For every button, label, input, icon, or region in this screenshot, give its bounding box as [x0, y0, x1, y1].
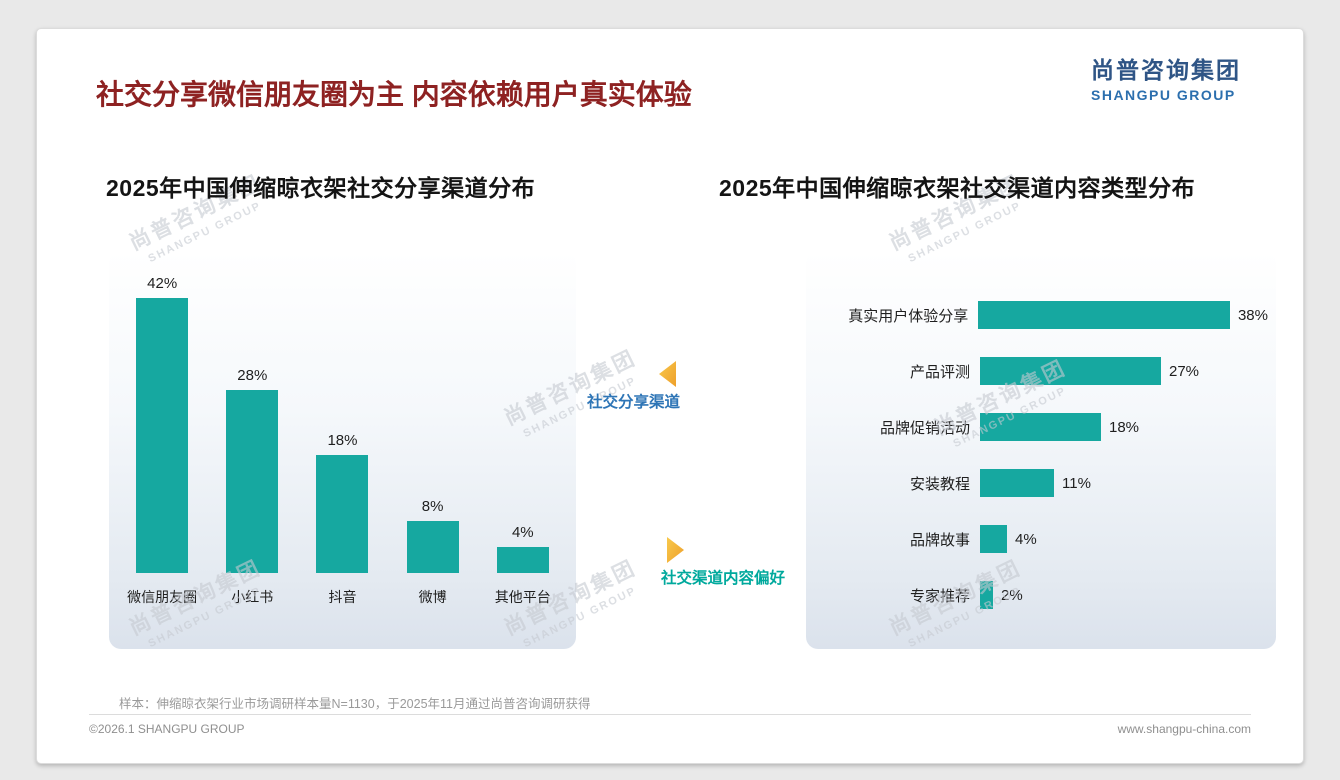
bar-value-label: 27% [1169, 362, 1200, 380]
bar-column: 28% 小红书 [207, 367, 297, 605]
bar [980, 469, 1054, 497]
bar-value-label: 28% [237, 367, 268, 384]
bar-column: 8% 微博 [388, 498, 478, 605]
bar-category-label: 微信朋友圈 [127, 589, 198, 605]
horizontal-bar-chart: 真实用户体验分享 38% 产品评测 27% 品牌促销活动 18% 安装教程 11% 品牌故事 4%… [830, 301, 1268, 637]
bar-value-label: 8% [421, 498, 444, 515]
right-chart-title: 2025年中国伸缩晾衣架社交渠道内容类型分布 [719, 175, 1196, 201]
bar-category-label: 微博 [418, 589, 447, 605]
bar-row: 专家推荐 2% [830, 581, 1268, 609]
arrow-right-icon [667, 537, 684, 563]
bar-value-label: 4% [1015, 530, 1037, 548]
footer-copyright: ©2026.1 SHANGPU GROUP [89, 722, 245, 736]
left-chart-panel: 42% 微信朋友圈 28% 小红书 18% 抖音 8% 微博 4% 其他平台 [109, 251, 576, 649]
bar [406, 521, 459, 573]
bar-category-label: 专家推荐 [909, 587, 970, 605]
bar [978, 301, 1230, 329]
bar-category-label: 小红书 [231, 589, 274, 605]
page-title: 社交分享微信朋友圈为主 内容依赖用户真实体验 [96, 79, 692, 110]
bar-column: 18% 抖音 [297, 432, 387, 605]
bar-row: 品牌促销活动 18% [830, 413, 1268, 441]
bar-value-label: 42% [147, 275, 178, 292]
annotation-share-channel: 社交分享渠道 [587, 361, 727, 412]
bar [496, 547, 549, 573]
bar [980, 525, 1007, 553]
bar-column: 4% 其他平台 [478, 524, 568, 605]
bar [136, 298, 189, 573]
bar-value-label: 18% [327, 432, 358, 449]
left-chart-title: 2025年中国伸缩晾衣架社交分享渠道分布 [106, 175, 536, 201]
bar-row: 品牌故事 4% [830, 525, 1268, 553]
bar [316, 455, 369, 573]
annotation-content-preference-label: 社交渠道内容偏好 [661, 570, 786, 587]
bar-value-label: 2% [1001, 586, 1023, 604]
logo-name-cn: 尚普咨询集团 [1091, 57, 1241, 83]
bar-category-label: 其他平台 [494, 589, 551, 605]
bar-category-label: 品牌故事 [909, 531, 970, 549]
bar-category-label: 抖音 [328, 589, 357, 605]
slide: 尚普咨询集团 SHANGPU GROUP 尚普咨询集团 SHANGPU GROU… [36, 28, 1304, 764]
bar-row: 真实用户体验分享 38% [830, 301, 1268, 329]
bar-column: 42% 微信朋友圈 [117, 275, 207, 605]
footer-website: www.shangpu-china.com [1117, 722, 1251, 736]
bar-value-label: 38% [1237, 306, 1268, 324]
bar-category-label: 产品评测 [909, 363, 970, 381]
bar [226, 390, 279, 573]
bar-row: 产品评测 27% [830, 357, 1268, 385]
bar-row: 安装教程 11% [830, 469, 1268, 497]
bar-value-label: 18% [1109, 418, 1140, 436]
company-logo: 尚普咨询集团 SHANGPU GROUP [1091, 51, 1241, 103]
footer-divider [89, 714, 1251, 715]
bar-category-label: 安装教程 [909, 475, 970, 493]
annotation-content-preference: 社交渠道内容偏好 [661, 537, 785, 588]
bar-value-label: 11% [1062, 474, 1091, 492]
arrow-left-icon [659, 361, 676, 387]
logo-name-en: SHANGPU GROUP [1091, 87, 1236, 103]
sample-note: 样本：伸缩晾衣架行业市场调研样本量N=1130，于2025年11月通过尚普咨询调… [119, 697, 591, 711]
right-chart-panel: 真实用户体验分享 38% 产品评测 27% 品牌促销活动 18% 安装教程 11% 品牌故事 4%… [806, 251, 1276, 649]
bar-value-label: 4% [511, 524, 534, 541]
vertical-bar-chart: 42% 微信朋友圈 28% 小红书 18% 抖音 8% 微博 4% 其他平台 [117, 275, 568, 605]
bar-category-label: 品牌促销活动 [879, 419, 970, 437]
bar [980, 413, 1101, 441]
annotation-share-channel-label: 社交分享渠道 [587, 394, 681, 411]
bar [980, 581, 993, 609]
bar-category-label: 真实用户体验分享 [848, 307, 969, 325]
bar [980, 357, 1161, 385]
